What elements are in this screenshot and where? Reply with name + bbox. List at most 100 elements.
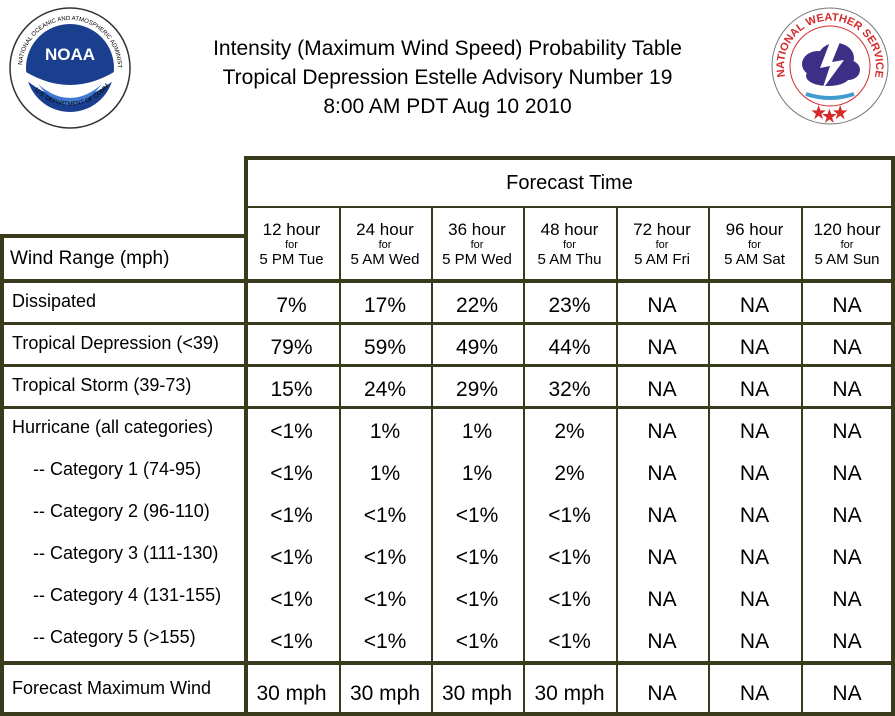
column-header-72-hour: 72 hour for 5 AM Fri	[616, 220, 708, 269]
table-cell: 44%	[548, 336, 591, 359]
column-for: for	[840, 239, 854, 251]
column-divider	[523, 206, 525, 714]
table-cell: <1%	[548, 546, 591, 569]
column-valid-time: 5 AM Thu	[537, 251, 602, 268]
table-cell: 30 mph	[441, 682, 513, 705]
row-divider	[0, 661, 895, 665]
column-header-120-hour: 120 hour for 5 AM Sun	[801, 220, 893, 269]
column-hour: 36 hour	[448, 220, 506, 239]
column-for: for	[748, 239, 761, 251]
table-cell: NA	[647, 504, 677, 527]
column-valid-time: 5 AM Sat	[724, 251, 785, 268]
table-cell: <1%	[270, 420, 313, 443]
table-cell: <1%	[270, 462, 313, 485]
table-cell: <1%	[270, 630, 313, 653]
table-cell: 2%	[554, 420, 585, 443]
forecast-time-divider	[244, 206, 895, 208]
title-line-3: 8:00 AM PDT Aug 10 2010	[323, 95, 572, 118]
row-label: -- Category 1 (74-95)	[33, 459, 202, 479]
table-cell: 1%	[461, 420, 493, 443]
table-border-bottom	[0, 712, 895, 716]
table-cell: NA	[832, 336, 862, 359]
table-cell: 1%	[369, 420, 401, 443]
table-cell: NA	[832, 682, 862, 705]
table-cell: 1%	[461, 462, 493, 485]
table-cell: NA	[739, 588, 770, 611]
column-hour: 120 hour	[813, 220, 881, 239]
table-cell: <1%	[363, 588, 407, 611]
table-cell: 24%	[363, 378, 407, 401]
svg-text:NOAA: NOAA	[45, 45, 95, 64]
table-cell: 17%	[363, 294, 407, 317]
row-label: Tropical Depression (<39)	[12, 333, 219, 353]
table-cell: 79%	[270, 336, 313, 359]
row-divider	[0, 322, 895, 325]
column-for: for	[470, 239, 484, 251]
table-cell: <1%	[548, 588, 591, 611]
table-cell: 30 mph	[534, 682, 605, 705]
title-line-2: Tropical Depression Estelle Advisory Num…	[222, 66, 673, 89]
table-cell: 29%	[455, 378, 499, 401]
table-cell: <1%	[455, 504, 499, 527]
column-header-48-hour: 48 hour for 5 AM Thu	[523, 220, 616, 269]
table-cell: <1%	[548, 504, 591, 527]
table-cell: <1%	[270, 546, 313, 569]
column-valid-time: 5 PM Tue	[259, 251, 324, 268]
column-divider	[339, 206, 341, 714]
table-cell: <1%	[270, 504, 313, 527]
table-cell: NA	[739, 682, 770, 705]
table-cell: NA	[739, 294, 770, 317]
label-column-top	[0, 234, 248, 238]
table-cell: 49%	[455, 336, 499, 359]
table-cell: NA	[647, 682, 677, 705]
row-label: -- Category 2 (96-110)	[33, 501, 210, 521]
table-border-left-header	[244, 156, 248, 239]
table-cell: NA	[739, 378, 770, 401]
column-divider	[616, 206, 618, 714]
column-header-24-hour: 24 hour for 5 AM Wed	[339, 220, 431, 269]
table-cell: NA	[647, 462, 677, 485]
table-cell: NA	[647, 420, 677, 443]
table-cell: NA	[832, 588, 862, 611]
table-cell: NA	[832, 504, 862, 527]
forecast-time-label: Forecast Time	[506, 171, 633, 194]
title-block: Intensity (Maximum Wind Speed) Probabili…	[150, 34, 745, 121]
table-cell: NA	[647, 630, 677, 653]
table-cell: NA	[832, 462, 862, 485]
table-cell: 7%	[276, 294, 307, 317]
column-hour: 48 hour	[540, 220, 599, 239]
nws-logo: NATIONAL WEATHER SERVICE	[771, 7, 889, 125]
column-for: for	[655, 239, 669, 251]
table-cell: 1%	[369, 462, 401, 485]
table-cell: <1%	[363, 630, 407, 653]
table-cell: <1%	[363, 504, 407, 527]
header-bottom	[0, 279, 895, 283]
row-label: -- Category 3 (111-130)	[33, 543, 219, 563]
table-cell: 2%	[554, 462, 585, 485]
table-cell: NA	[647, 378, 677, 401]
label-column-right	[244, 234, 248, 716]
table-cell: 30 mph	[256, 682, 327, 705]
table-cell: 30 mph	[349, 682, 421, 705]
noaa-logo: NOAA NATIONAL OCEANIC AND ATMOSPHERIC AD…	[8, 6, 131, 129]
row-label: Dissipated	[12, 291, 97, 311]
column-header-36-hour: 36 hour for 5 PM Wed	[431, 220, 523, 269]
column-valid-time: 5 PM Wed	[442, 251, 512, 268]
column-hour: 72 hour	[633, 220, 691, 239]
table-border-right	[891, 156, 895, 716]
column-divider	[431, 206, 433, 714]
column-valid-time: 5 AM Fri	[634, 251, 690, 268]
table-cell: NA	[739, 462, 770, 485]
table-cell: <1%	[455, 630, 499, 653]
table-cell: NA	[739, 420, 770, 443]
table-cell: <1%	[455, 546, 499, 569]
table-cell: 15%	[270, 378, 313, 401]
column-hour: 12 hour	[262, 220, 321, 239]
table-cell: NA	[739, 630, 770, 653]
wind-range-header: Wind Range (mph)	[10, 248, 170, 269]
row-divider	[0, 364, 895, 367]
table-cell: NA	[832, 630, 862, 653]
table-cell: NA	[647, 294, 677, 317]
table-cell: NA	[647, 588, 677, 611]
table-cell: NA	[832, 420, 862, 443]
